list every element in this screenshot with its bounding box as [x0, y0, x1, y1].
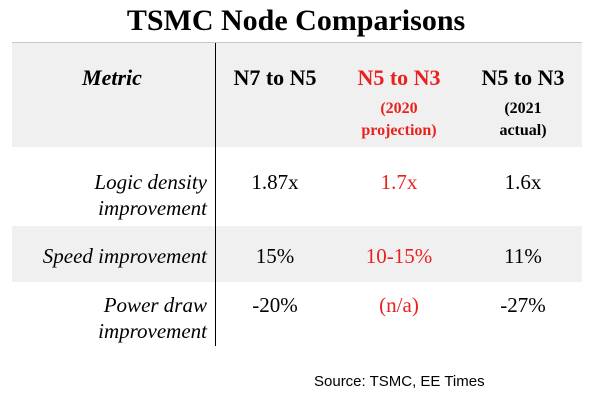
column-subheader-actual-line2: actual) — [499, 122, 547, 139]
column-subheader-projection-line2: projection) — [361, 122, 437, 139]
row-label-power-draw: Power draw improvement — [12, 292, 207, 344]
header-row-background — [12, 43, 582, 147]
column-subheader-projection: (2020 projection) — [334, 98, 464, 142]
row-label-speed: Speed improvement — [42, 244, 207, 268]
cell-speed-projection: 10-15% — [365, 244, 433, 268]
cell-logic-density-n7-n5: 1.87x — [251, 170, 299, 194]
page-title: TSMC Node Comparisons — [126, 4, 466, 37]
column-header-n7-n5: N7 to N5 — [233, 65, 317, 90]
cell-power-draw-projection: (n/a) — [379, 293, 419, 317]
column-header-n5-n3-actual: N5 to N3 — [481, 65, 565, 90]
metric-column-header: Metric — [82, 65, 142, 90]
row-label-logic-density-line2: improvement — [98, 196, 207, 220]
row-label-logic-density-line1: Logic density — [94, 170, 207, 194]
column-subheader-projection-line1: (2020 — [380, 100, 418, 117]
column-subheader-actual: (2021 actual) — [464, 98, 582, 142]
row-label-power-draw-line1: Power draw — [103, 293, 207, 317]
cell-power-draw-n7-n5: -20% — [252, 293, 298, 317]
cell-speed-actual: 11% — [504, 244, 542, 268]
cell-logic-density-projection: 1.7x — [380, 170, 418, 194]
cell-power-draw-actual: -27% — [500, 293, 546, 317]
title-divider — [12, 42, 582, 43]
row-label-logic-density: Logic density improvement — [12, 169, 207, 221]
column-divider — [215, 43, 216, 346]
source-note: Source: TSMC, EE Times — [314, 373, 485, 390]
column-subheader-actual-line1: (2021 — [504, 100, 542, 117]
cell-speed-n7-n5: 15% — [255, 244, 295, 268]
cell-logic-density-actual: 1.6x — [504, 170, 542, 194]
column-header-n5-n3-projection: N5 to N3 — [357, 65, 441, 90]
row-label-power-draw-line2: improvement — [98, 319, 207, 343]
speed-row-background — [12, 226, 582, 282]
